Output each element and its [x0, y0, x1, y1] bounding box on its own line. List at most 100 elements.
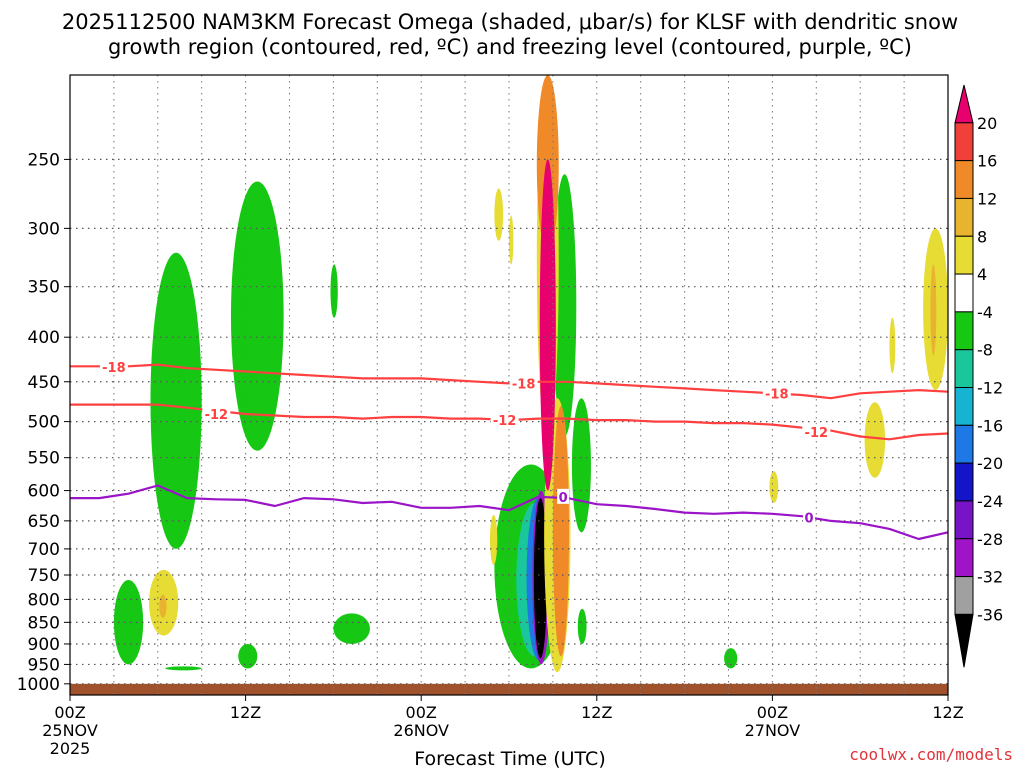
- colorbar-swatch-7: [954, 349, 974, 388]
- x-tick-label-0-0: 00Z: [54, 703, 85, 722]
- colorbar: 20 16 12 8 4 -4 -8 -12 -16 -20 -24 -28 -32 -36: [954, 84, 1003, 668]
- grid-lines: [69, 75, 949, 695]
- omega-region-9: [571, 398, 591, 533]
- colorbar-label-11: -28: [977, 530, 1003, 549]
- contour-label-6: 0: [559, 491, 568, 506]
- contour-label-bg-6: [557, 488, 570, 504]
- y-tick-label-350: 350: [28, 278, 60, 298]
- omega-region-30: [539, 159, 556, 491]
- contour-label-bg-2: [762, 385, 791, 401]
- colorbar-swatch-12: [954, 538, 974, 578]
- x-tick-label-0-2: 2025: [50, 739, 91, 758]
- colorbar-label-13: -36: [977, 605, 1003, 624]
- colorbar-swatch-1: [954, 122, 974, 162]
- y-tick-label-750: 750: [28, 566, 60, 586]
- y-tick-label-450: 450: [28, 373, 60, 393]
- y-axis-ticks: 2503003504004505005506006507007508008509…: [17, 150, 70, 695]
- y-tick-label-400: 400: [28, 328, 60, 348]
- x-tick-label-4-1: 27NOV: [745, 721, 801, 740]
- colorbar-swatch-4: [954, 235, 974, 275]
- terrain-fill: [70, 683, 948, 695]
- contour-label-bg-0: [99, 359, 128, 375]
- y-tick-label-500: 500: [28, 413, 60, 433]
- colorbar-swatch-5: [954, 273, 974, 313]
- contour-label-bg-1: [509, 375, 538, 391]
- x-tick-label-1-0: 12Z: [230, 703, 261, 722]
- contour--18-0: [70, 363, 949, 400]
- terrain-surface: [70, 683, 948, 695]
- contour-label-5: -12: [805, 426, 829, 441]
- y-tick-label-700: 700: [28, 540, 60, 560]
- omega-region-5: [333, 613, 370, 644]
- colorbar-label-1: 16: [977, 152, 997, 171]
- omega-region-23: [864, 402, 886, 478]
- y-tick-label-1000: 1000: [17, 675, 60, 695]
- contour-label-2: -18: [765, 387, 789, 402]
- omega-region-3: [113, 580, 144, 665]
- contour-labels: -18 -18 -18 -12 -12 -12 0 0: [99, 359, 831, 526]
- contour-label-bg-7: [802, 509, 815, 525]
- plot-frame: [69, 74, 949, 696]
- colorbar-arrow-top: [954, 84, 974, 124]
- colorbar-swatch-8: [954, 387, 974, 426]
- colorbar-swatch-2: [954, 160, 974, 199]
- x-axis-label: Forecast Time (UTC): [414, 748, 605, 768]
- colorbar-label-3: 8: [977, 227, 987, 246]
- contour-label-3: -12: [205, 408, 229, 423]
- contour-label-1: -18: [512, 377, 536, 392]
- colorbar-label-5: -4: [977, 303, 993, 322]
- contour-0-2: [70, 484, 949, 541]
- y-tick-label-650: 650: [28, 512, 60, 532]
- title-line-1: 2025112500 NAM3KM Forecast Omega (shaded…: [62, 10, 958, 34]
- credit-text: coolwx.com/models: [849, 745, 1013, 764]
- y-tick-label-250: 250: [28, 150, 60, 170]
- title-line-2: growth region (contoured, red, ºC) and f…: [108, 35, 912, 59]
- colorbar-swatch-11: [954, 500, 974, 540]
- omega-region-11: [724, 648, 738, 669]
- x-tick-label-2-0: 00Z: [406, 703, 437, 722]
- omega-region-28: [159, 594, 167, 618]
- omega-region-8: [552, 174, 577, 437]
- y-tick-label-850: 850: [28, 613, 60, 633]
- colorbar-swatch-10: [954, 462, 974, 502]
- contour-label-7: 0: [804, 511, 813, 526]
- omega-region-0: [150, 252, 202, 549]
- omega-region-22: [769, 471, 779, 503]
- colorbar-label-4: 4: [977, 265, 987, 284]
- y-tick-label-950: 950: [28, 655, 60, 675]
- contour-label-bg-4: [490, 412, 519, 428]
- chart-title: 2025112500 NAM3KM Forecast Omega (shaded…: [62, 10, 958, 59]
- omega-region-29: [930, 264, 937, 356]
- x-tick-label-4-0: 00Z: [757, 703, 788, 722]
- colorbar-label-0: 20: [977, 114, 997, 133]
- colorbar-label-2: 12: [977, 189, 997, 208]
- colorbar-label-7: -12: [977, 379, 1003, 398]
- omega-region-2: [330, 264, 338, 318]
- contour-label-0: -18: [102, 361, 126, 376]
- colorbar-swatch-6: [954, 311, 974, 351]
- x-tick-label-2-1: 26NOV: [393, 721, 449, 740]
- omega-region-10: [577, 608, 587, 644]
- colorbar-label-12: -32: [977, 568, 1003, 587]
- omega-region-20: [494, 188, 504, 241]
- omega-region-27: [552, 406, 569, 657]
- omega-region-21: [509, 215, 514, 265]
- y-tick-label-550: 550: [28, 449, 60, 469]
- y-tick-label-800: 800: [28, 590, 60, 610]
- omega-region-1: [230, 181, 284, 451]
- omega-shading: [113, 75, 948, 673]
- colorbar-swatch-3: [954, 197, 974, 237]
- colorbar-arrow-bottom: [954, 613, 974, 668]
- y-tick-label-900: 900: [28, 635, 60, 655]
- contour-label-bg-3: [202, 405, 231, 421]
- colorbar-swatch-9: [954, 424, 974, 464]
- colorbar-label-10: -24: [977, 492, 1003, 511]
- x-tick-label-3-0: 12Z: [581, 703, 612, 722]
- y-tick-label-600: 600: [28, 482, 60, 502]
- omega-region-25: [889, 317, 896, 374]
- omega-region-19: [489, 514, 498, 565]
- omega-region-15: [533, 498, 548, 659]
- x-tick-label-5-0: 12Z: [932, 703, 963, 722]
